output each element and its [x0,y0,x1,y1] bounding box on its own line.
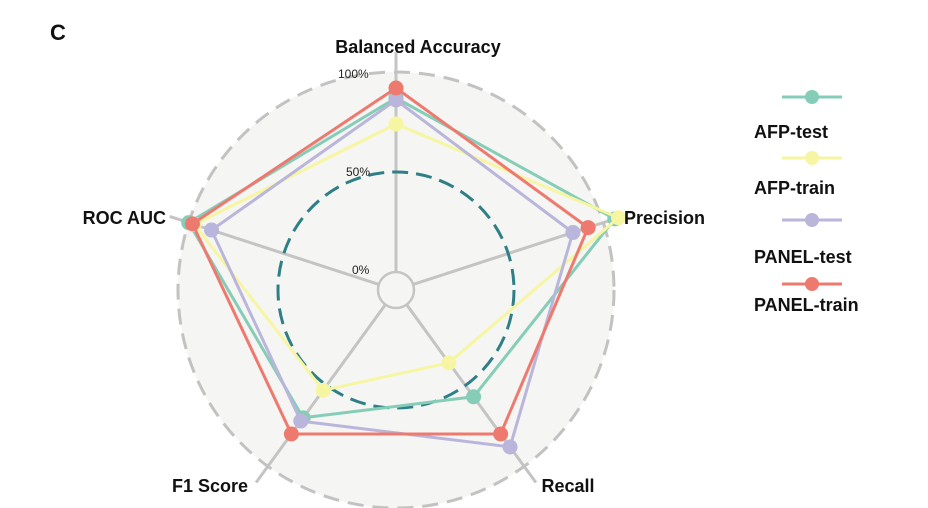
data-point-balanced-accuracy [388,92,404,108]
series-line [192,122,620,392]
data-point-f1-score [293,413,309,429]
legend-item-afp-test: AFP-test [754,90,842,142]
legend-item-panel-train: PANEL-train [754,277,859,315]
series-line [191,86,590,436]
data-point-f1-score [315,382,331,398]
data-point-precision [565,225,581,241]
legend-label: AFP-train [754,178,835,198]
data-point-precision [580,220,596,236]
series-panel-train [184,80,596,442]
axis-label-roc-auc: ROC AUC [83,208,166,228]
tick-label-50: 50% [346,165,370,179]
tick-label-100: 100% [338,67,369,81]
legend-item-afp-train: AFP-train [754,151,842,198]
panel-letter: C [50,20,66,45]
axis-label-precision: Precision [624,208,705,228]
fifty-percent-ring [276,170,516,410]
data-point-balanced-accuracy [388,80,404,96]
data-point-recall [466,389,482,405]
legend-item-panel-test: PANEL-test [754,213,852,267]
legend-swatch-marker [805,151,819,165]
data-point-recall [493,426,509,442]
legend: AFP-test AFP-train PANEL-test PANEL-trai… [754,90,859,315]
data-point-roc-auc [184,216,200,232]
data-point-precision [611,210,627,226]
axis-label-recall: Recall [541,476,594,496]
legend-swatch-marker [805,213,819,227]
legend-swatch-marker [805,277,819,291]
tick-label-0: 0% [352,263,370,277]
data-point-roc-auc [203,222,219,238]
data-point-balanced-accuracy [388,116,404,132]
outer-ring [176,70,616,508]
legend-swatch-marker [805,90,819,104]
data-point-f1-score [283,426,299,442]
legend-label: AFP-test [754,122,828,142]
data-point-recall [502,439,518,455]
legend-label: PANEL-test [754,247,852,267]
axis-label-f1-score: F1 Score [172,476,248,496]
series-layer [181,80,627,455]
data-point-recall [441,355,457,371]
legend-label: PANEL-train [754,295,859,315]
axis-label-balanced-accuracy: Balanced Accuracy [335,37,500,57]
zero-ring [376,270,416,310]
